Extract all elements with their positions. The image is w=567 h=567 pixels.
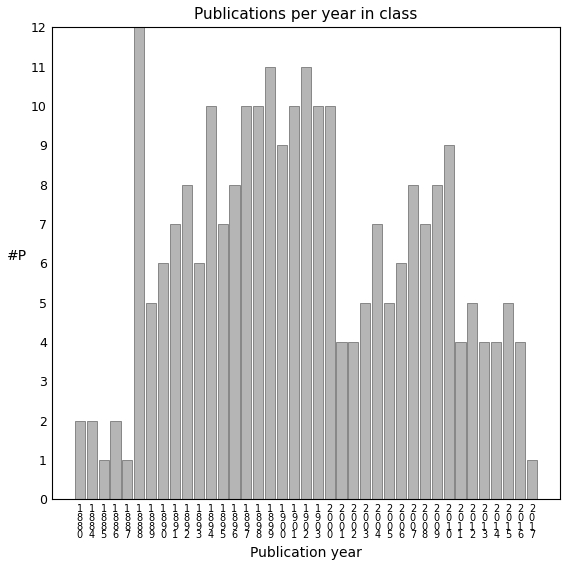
- Bar: [253, 106, 263, 499]
- Bar: [420, 224, 430, 499]
- Bar: [277, 145, 287, 499]
- Bar: [289, 106, 299, 499]
- Bar: [75, 421, 85, 499]
- Bar: [312, 106, 323, 499]
- Bar: [479, 342, 489, 499]
- Bar: [134, 27, 145, 499]
- Bar: [527, 460, 537, 499]
- Bar: [348, 342, 358, 499]
- Bar: [194, 263, 204, 499]
- Bar: [146, 303, 156, 499]
- Bar: [408, 185, 418, 499]
- Bar: [87, 421, 97, 499]
- Bar: [111, 421, 121, 499]
- Bar: [503, 303, 513, 499]
- Bar: [443, 145, 454, 499]
- Bar: [384, 303, 394, 499]
- X-axis label: Publication year: Publication year: [250, 546, 362, 560]
- Bar: [360, 303, 370, 499]
- Bar: [396, 263, 406, 499]
- Bar: [491, 342, 501, 499]
- Bar: [455, 342, 466, 499]
- Bar: [182, 185, 192, 499]
- Bar: [515, 342, 525, 499]
- Bar: [265, 66, 275, 499]
- Bar: [467, 303, 477, 499]
- Bar: [336, 342, 346, 499]
- Bar: [324, 106, 335, 499]
- Bar: [158, 263, 168, 499]
- Title: Publications per year in class: Publications per year in class: [194, 7, 417, 22]
- Bar: [218, 224, 227, 499]
- Bar: [242, 106, 251, 499]
- Bar: [431, 185, 442, 499]
- Bar: [301, 66, 311, 499]
- Y-axis label: #P: #P: [7, 249, 27, 263]
- Bar: [372, 224, 382, 499]
- Bar: [206, 106, 215, 499]
- Bar: [170, 224, 180, 499]
- Bar: [99, 460, 109, 499]
- Bar: [122, 460, 133, 499]
- Bar: [230, 185, 239, 499]
